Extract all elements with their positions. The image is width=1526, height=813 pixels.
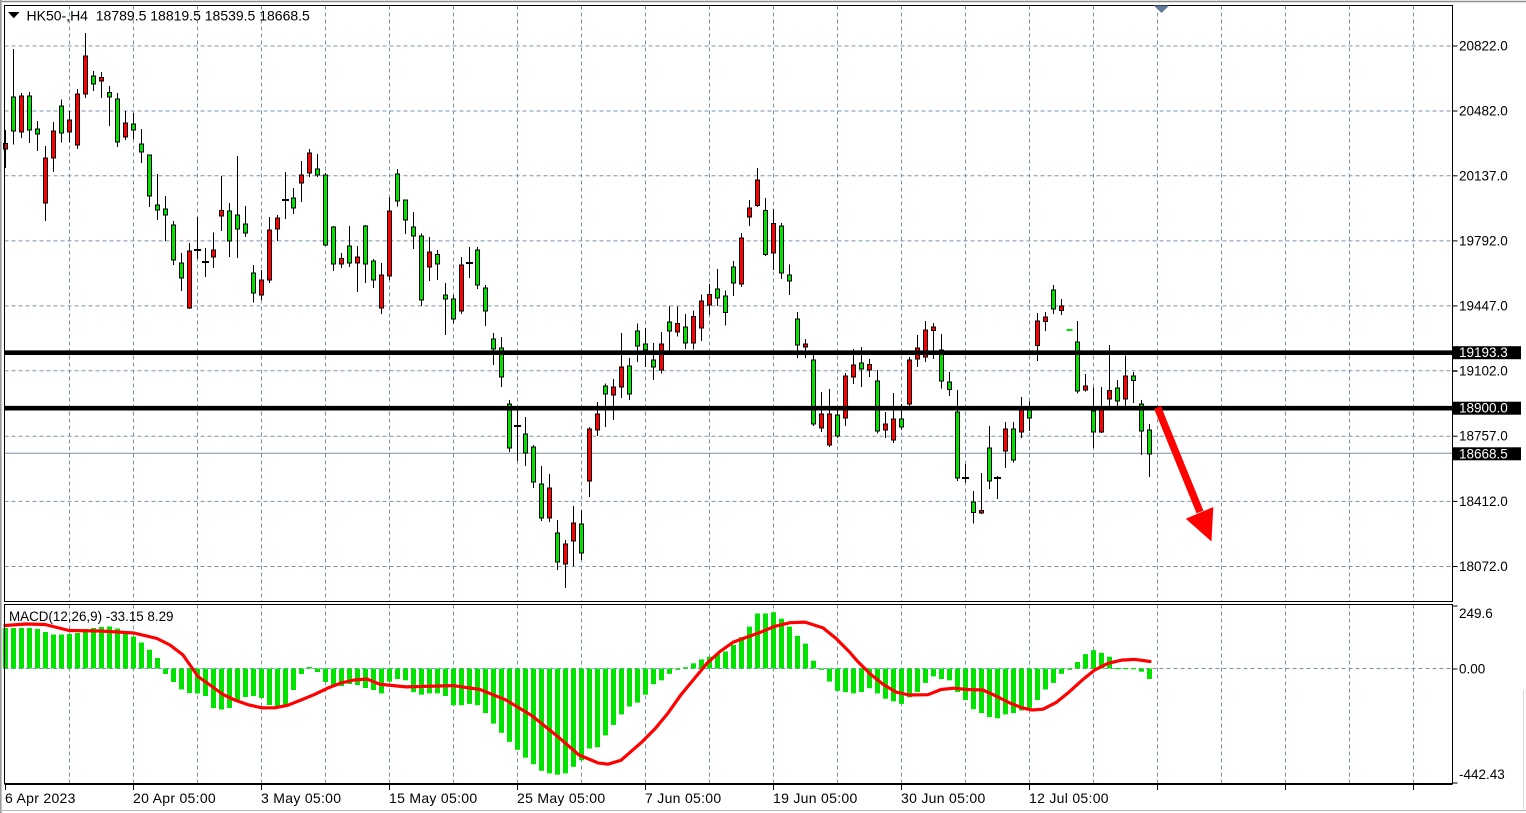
svg-text:19792.0: 19792.0 <box>1459 233 1508 248</box>
svg-text:0.00: 0.00 <box>1459 662 1485 677</box>
svg-text:20137.0: 20137.0 <box>1459 168 1508 183</box>
svg-text:20822.0: 20822.0 <box>1459 39 1508 54</box>
svg-text:30 Jun 05:00: 30 Jun 05:00 <box>901 790 986 806</box>
svg-text:249.6: 249.6 <box>1459 606 1493 621</box>
svg-text:12 Jul 05:00: 12 Jul 05:00 <box>1029 790 1109 806</box>
svg-text:19193.3: 19193.3 <box>1459 345 1508 360</box>
svg-text:20482.0: 20482.0 <box>1459 104 1508 119</box>
svg-text:HK50-,H4 18789.5 18819.5 1853: HK50-,H4 18789.5 18819.5 18539.5 18668.5 <box>27 8 311 24</box>
svg-text:7 Jun 05:00: 7 Jun 05:00 <box>645 790 721 806</box>
svg-text:19447.0: 19447.0 <box>1459 298 1508 313</box>
svg-text:19102.0: 19102.0 <box>1459 364 1508 379</box>
svg-text:20 Apr 05:00: 20 Apr 05:00 <box>133 790 216 806</box>
svg-text:19 Jun 05:00: 19 Jun 05:00 <box>773 790 858 806</box>
svg-text:6 Apr 2023: 6 Apr 2023 <box>5 790 76 806</box>
svg-text:-442.43: -442.43 <box>1459 767 1505 782</box>
svg-text:18668.5: 18668.5 <box>1459 446 1508 461</box>
svg-text:25 May 05:00: 25 May 05:00 <box>517 790 605 806</box>
svg-text:18757.0: 18757.0 <box>1459 429 1508 444</box>
svg-text:18900.0: 18900.0 <box>1459 401 1508 416</box>
svg-text:3 May 05:00: 3 May 05:00 <box>261 790 341 806</box>
svg-text:18412.0: 18412.0 <box>1459 494 1508 509</box>
svg-text:18072.0: 18072.0 <box>1459 559 1508 574</box>
svg-text:15 May 05:00: 15 May 05:00 <box>389 790 477 806</box>
svg-text:MACD(12,26,9) -33.15 8.29: MACD(12,26,9) -33.15 8.29 <box>9 609 174 624</box>
